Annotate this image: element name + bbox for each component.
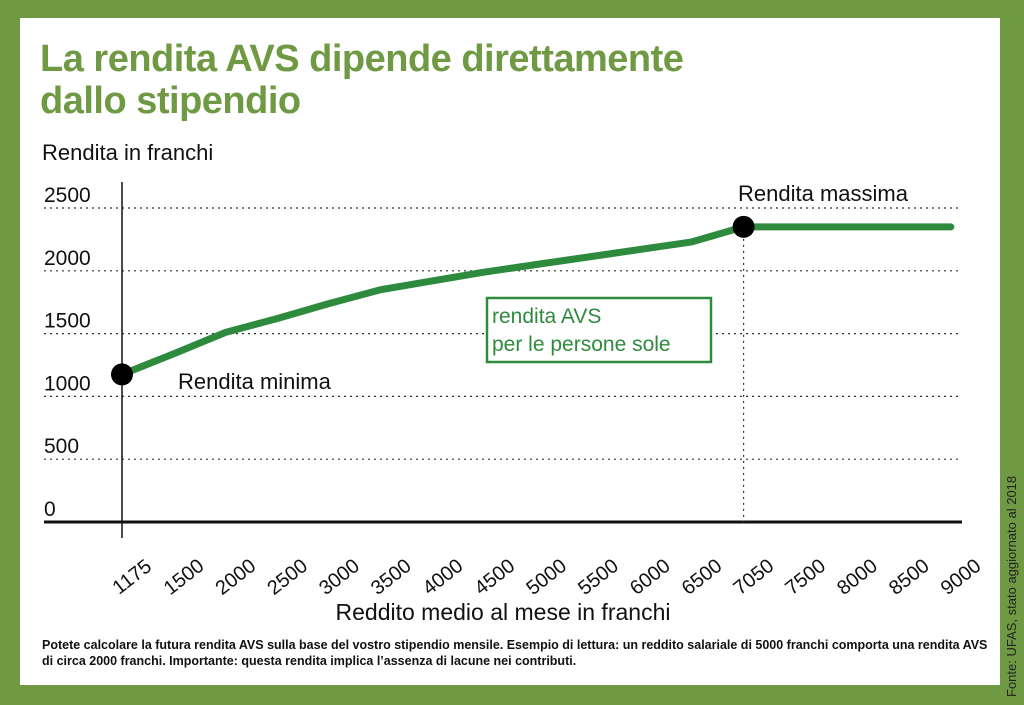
marker-label-max: Rendita massima <box>738 181 909 206</box>
y-axis-label: Rendita in franchi <box>42 140 213 165</box>
x-tick-label-1175: 1175 <box>109 555 156 599</box>
y-tick-label-1000: 1000 <box>44 372 91 395</box>
x-tick-label-9000: 9000 <box>937 555 986 600</box>
y-tick-label-0: 0 <box>44 498 56 521</box>
x-tick-label-2000: 2000 <box>212 555 261 600</box>
x-tick-label-2500: 2500 <box>263 555 312 600</box>
series-label-line-2: per le persone sole <box>492 333 671 356</box>
series-label-box <box>485 296 713 364</box>
y-tick-label-2000: 2000 <box>44 247 91 270</box>
x-tick-label-3500: 3500 <box>367 555 416 600</box>
source-note: Fonte: UFAS, stato aggiornato al 2018 <box>1004 475 1019 697</box>
series-label-line-1: rendita AVS <box>492 305 601 328</box>
x-tick-label-8500: 8500 <box>885 555 934 600</box>
chart-caption: Potete calcolare la futura rendita AVS s… <box>42 638 988 668</box>
x-tick-label-6500: 6500 <box>678 555 727 600</box>
x-tick-label-4000: 4000 <box>419 555 468 600</box>
chart-title: La rendita AVS dipende direttamente dall… <box>40 38 684 122</box>
marker-point-max <box>732 215 755 238</box>
marker-point-min <box>111 363 133 386</box>
x-tick-label-1500: 1500 <box>160 555 209 600</box>
x-tick-label-4500: 4500 <box>471 555 520 600</box>
x-axis-label: Reddito medio al mese in franchi <box>336 599 671 625</box>
x-tick-label-5500: 5500 <box>574 555 623 600</box>
x-tick-label-5000: 5000 <box>522 555 571 600</box>
series-line-rendita-avs <box>118 223 955 378</box>
y-tick-label-1500: 1500 <box>44 310 91 333</box>
x-tick-label-6000: 6000 <box>626 555 675 600</box>
y-tick-label-500: 500 <box>44 435 79 458</box>
x-tick-label-7050: 7050 <box>730 555 779 600</box>
marker-label-min: Rendita minima <box>178 369 332 394</box>
x-tick-label-7500: 7500 <box>781 555 830 600</box>
x-tick-label-3000: 3000 <box>315 555 364 600</box>
x-tick-label-8000: 8000 <box>833 555 882 600</box>
y-tick-label-2500: 2500 <box>44 184 91 207</box>
